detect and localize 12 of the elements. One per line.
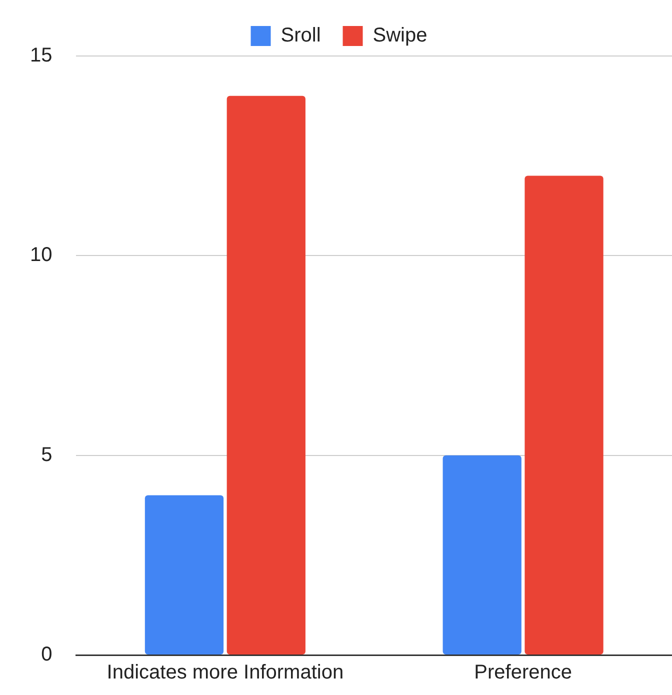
- y-tick-label: 0: [41, 644, 52, 666]
- legend-label: Sroll: [280, 24, 321, 47]
- bar: [144, 495, 224, 654]
- y-tick-label: 5: [41, 444, 52, 466]
- y-tick-label: 15: [30, 44, 52, 67]
- x-tick-label: Indicates more Information: [106, 662, 344, 684]
- bar: [226, 96, 306, 654]
- legend-label: Swipe: [372, 24, 428, 47]
- x-tick-label: Preference: [474, 662, 572, 684]
- bar: [442, 455, 522, 654]
- y-tick-label: 10: [30, 244, 52, 266]
- bar: [524, 176, 604, 654]
